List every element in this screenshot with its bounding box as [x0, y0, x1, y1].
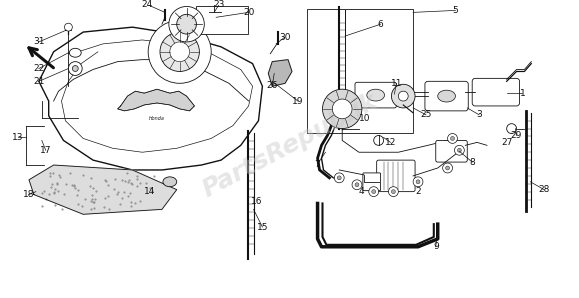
Text: 28: 28: [538, 185, 550, 194]
Circle shape: [64, 23, 72, 31]
Circle shape: [372, 190, 376, 194]
Text: 7: 7: [315, 159, 320, 169]
Polygon shape: [29, 165, 177, 214]
Text: 12: 12: [385, 138, 396, 147]
Text: 5: 5: [453, 6, 459, 15]
FancyBboxPatch shape: [436, 140, 467, 162]
Circle shape: [455, 145, 464, 155]
Text: 9: 9: [433, 242, 439, 251]
Text: 31: 31: [33, 38, 45, 46]
Ellipse shape: [367, 89, 384, 101]
FancyBboxPatch shape: [196, 7, 248, 34]
Text: 22: 22: [33, 64, 45, 73]
Text: 2: 2: [415, 187, 421, 196]
Circle shape: [450, 136, 455, 140]
Circle shape: [448, 134, 457, 143]
Text: 3: 3: [476, 110, 482, 119]
Circle shape: [398, 91, 408, 101]
Circle shape: [72, 66, 78, 72]
Circle shape: [507, 124, 516, 134]
Circle shape: [443, 163, 453, 173]
Polygon shape: [118, 89, 195, 111]
Circle shape: [323, 89, 362, 129]
Text: 19: 19: [292, 97, 303, 105]
Circle shape: [177, 14, 196, 34]
Text: 10: 10: [359, 114, 371, 123]
Circle shape: [391, 190, 395, 194]
Text: 23: 23: [214, 0, 225, 9]
Text: 24: 24: [141, 0, 153, 9]
Circle shape: [355, 183, 359, 187]
Text: PartsRepublik: PartsRepublik: [198, 89, 382, 202]
Text: 29: 29: [511, 131, 522, 140]
Circle shape: [334, 173, 344, 183]
Text: 16: 16: [251, 197, 262, 206]
Text: 6: 6: [378, 20, 383, 29]
Circle shape: [338, 176, 341, 180]
Circle shape: [369, 187, 379, 197]
Text: 13: 13: [12, 133, 24, 142]
Text: 14: 14: [144, 187, 156, 196]
Text: 15: 15: [256, 223, 268, 232]
FancyBboxPatch shape: [307, 10, 413, 133]
Circle shape: [148, 20, 211, 83]
Circle shape: [391, 84, 415, 108]
Text: 25: 25: [420, 110, 431, 119]
Text: Honda: Honda: [149, 116, 165, 121]
FancyBboxPatch shape: [363, 173, 380, 191]
Circle shape: [170, 42, 189, 62]
Circle shape: [373, 136, 383, 145]
FancyBboxPatch shape: [425, 81, 468, 111]
Text: 18: 18: [23, 190, 35, 199]
Polygon shape: [268, 60, 292, 86]
Text: 26: 26: [266, 81, 278, 90]
Text: 4: 4: [358, 187, 364, 196]
Circle shape: [352, 180, 362, 190]
Ellipse shape: [163, 177, 177, 187]
Circle shape: [332, 99, 352, 119]
Text: 11: 11: [391, 79, 402, 88]
Text: 17: 17: [40, 146, 52, 155]
Circle shape: [160, 32, 199, 72]
Circle shape: [413, 177, 423, 187]
Text: 1: 1: [519, 89, 525, 98]
Text: 21: 21: [33, 77, 45, 86]
FancyBboxPatch shape: [472, 78, 519, 106]
Text: 8: 8: [470, 158, 475, 167]
FancyBboxPatch shape: [355, 82, 397, 108]
Ellipse shape: [69, 48, 81, 57]
Ellipse shape: [438, 90, 456, 102]
Circle shape: [457, 148, 461, 152]
FancyBboxPatch shape: [377, 160, 415, 192]
Circle shape: [169, 7, 204, 42]
Circle shape: [416, 180, 420, 184]
Circle shape: [446, 166, 449, 170]
Circle shape: [68, 62, 82, 75]
Text: 30: 30: [279, 32, 291, 41]
Text: 20: 20: [243, 8, 254, 17]
Circle shape: [389, 187, 398, 197]
PathPatch shape: [39, 27, 262, 170]
Text: 27: 27: [501, 138, 512, 147]
